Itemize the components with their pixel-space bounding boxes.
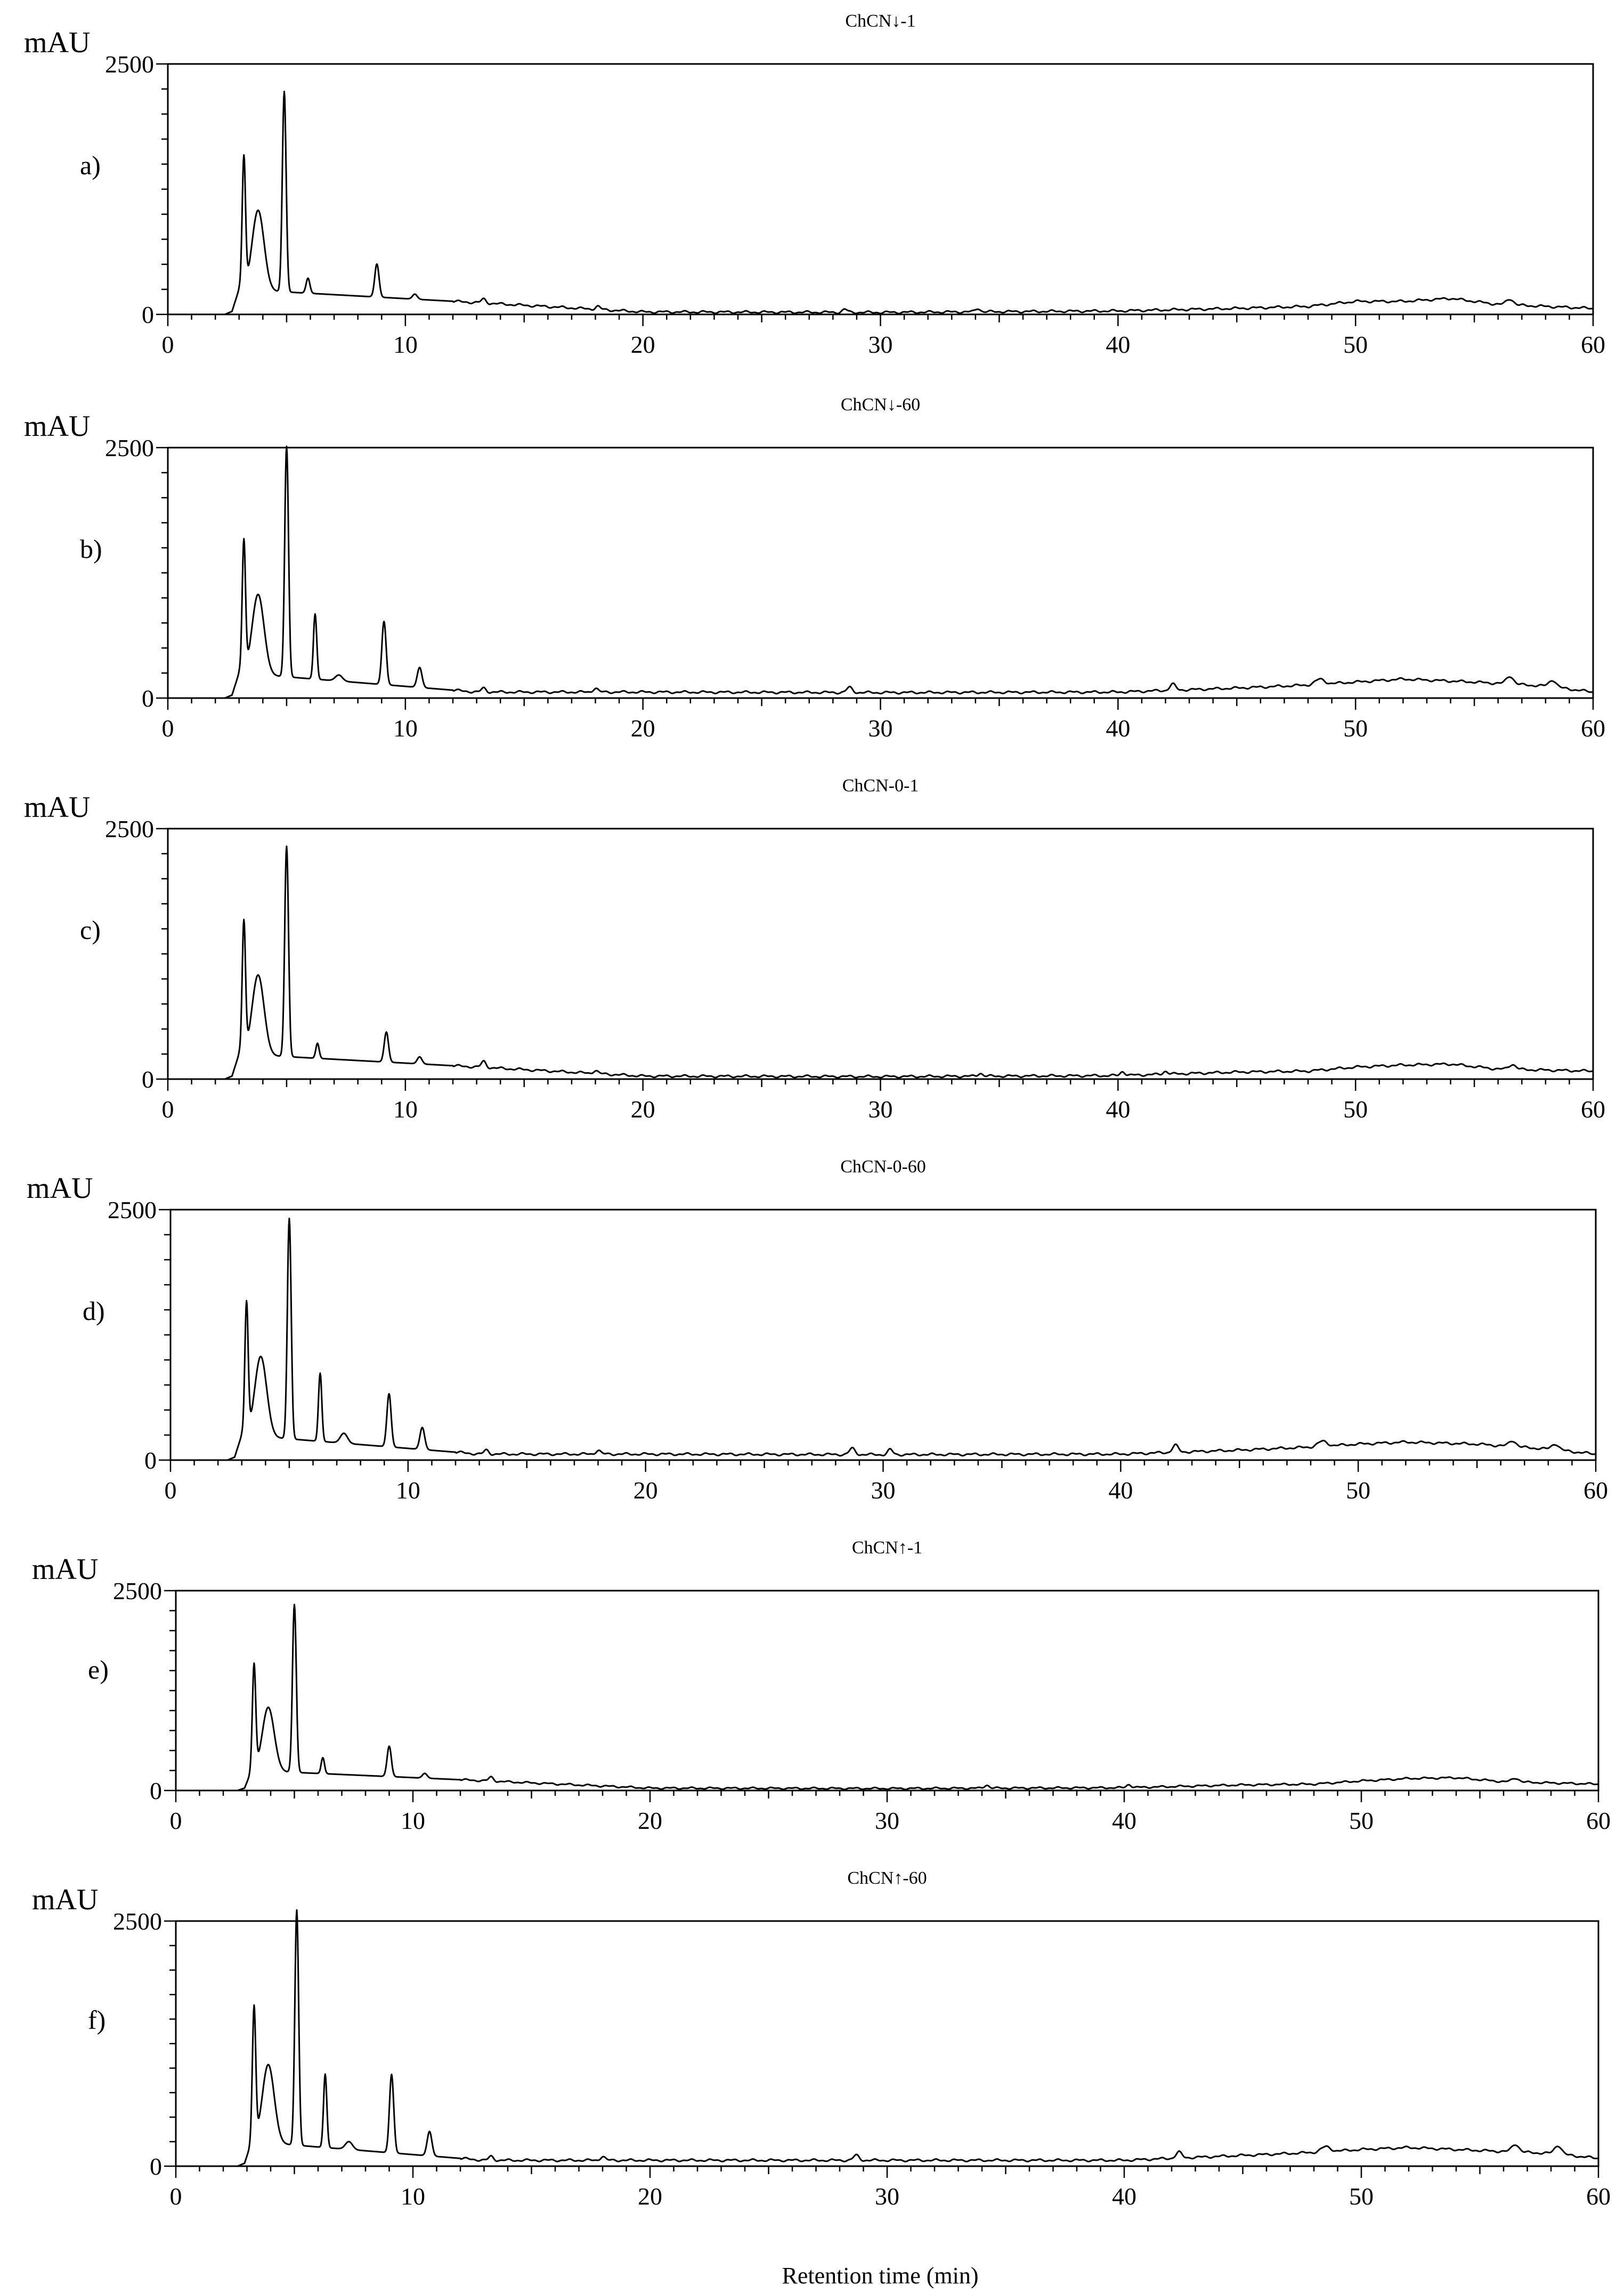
x-tick-label: 50 (1343, 715, 1368, 742)
plot-frame (175, 1920, 1599, 2167)
chromatogram-trace (167, 845, 1594, 1080)
x-tick-label: 50 (1343, 1096, 1368, 1123)
plot-frame (175, 1590, 1599, 1792)
x-tick-label: 60 (1581, 331, 1605, 358)
chart-panel-3: 0 10 20 30 40 50 60 0 2500 mAU c) ChCN-0-1 (24, 776, 1605, 1123)
x-tick-label: 40 (1106, 715, 1130, 742)
x-tick-label: 30 (875, 2183, 899, 2210)
panel-label: f) (88, 2005, 105, 2035)
y-axis-label: mAU (27, 1172, 93, 1205)
x-axis-label: Retention time (min) (782, 2263, 978, 2289)
chromatogram-trace (175, 1909, 1599, 2167)
x-tick-label: 20 (638, 1807, 662, 1834)
y-axis-label: mAU (32, 1883, 98, 1916)
chart-panel-5: 0 10 20 30 40 50 60 0 2500 mAU e) ChCN↑-1 (32, 1538, 1611, 1834)
chromatogram-trace (175, 1603, 1599, 1792)
y-tick-label: 0 (142, 301, 154, 328)
x-tick-label: 60 (1586, 1807, 1611, 1834)
x-tick-label: 30 (875, 1807, 899, 1834)
y-tick-label: 0 (150, 1777, 162, 1804)
x-tick-label: 0 (165, 1477, 177, 1504)
x-tick-label: 0 (162, 331, 174, 358)
x-tick-label: 30 (868, 715, 893, 742)
x-tick-label: 40 (1112, 1807, 1136, 1834)
x-tick-label: 50 (1349, 1807, 1374, 1834)
x-tick-label: 10 (393, 1096, 418, 1123)
x-tick-label: 50 (1349, 2183, 1374, 2210)
panel-label: d) (83, 1296, 105, 1326)
x-tick-label: 20 (631, 1096, 655, 1123)
plot-frame (167, 828, 1594, 1080)
panel-label: a) (80, 150, 101, 180)
y-tick-label: 0 (142, 685, 154, 712)
x-tick-label: 20 (634, 1477, 658, 1504)
chart-title: ChCN↓-60 (841, 395, 920, 415)
y-tick-label: 0 (144, 1447, 157, 1474)
panel-label: c) (80, 915, 101, 945)
y-tick-label: 2500 (113, 1577, 162, 1605)
x-tick-label: 60 (1581, 1096, 1605, 1123)
chart-title: ChCN↓-1 (845, 11, 915, 31)
x-tick-label: 10 (396, 1477, 420, 1504)
x-tick-label: 60 (1586, 2183, 1611, 2210)
y-axis-label: mAU (24, 410, 90, 443)
y-tick-label: 2500 (105, 434, 154, 461)
x-tick-label: 30 (868, 1096, 893, 1123)
chromatogram-trace (167, 91, 1594, 315)
y-tick-label: 0 (150, 2153, 162, 2180)
chart-panel-6: 0 10 20 30 40 50 60 0 2500 mAU f) ChCN↑-60 (32, 1868, 1611, 2210)
x-tick-label: 10 (401, 1807, 425, 1834)
plot-frame (169, 1209, 1597, 1461)
y-axis-label: mAU (32, 1553, 98, 1586)
x-tick-label: 10 (401, 2183, 425, 2210)
y-tick-label: 2500 (113, 1908, 162, 1935)
chart-title: ChCN↑-1 (852, 1538, 922, 1558)
chart-title: ChCN-0-1 (842, 776, 919, 796)
x-tick-label: 0 (170, 2183, 182, 2210)
x-tick-label: 0 (170, 1807, 182, 1834)
y-tick-label: 2500 (105, 815, 154, 842)
x-tick-label: 60 (1581, 715, 1605, 742)
y-axis-label: mAU (24, 791, 90, 824)
chart-panel-4: 0 10 20 30 40 50 60 0 2500 mAU d) ChCN-0-60 (27, 1157, 1608, 1504)
chart-panel-1: 0 10 20 30 40 50 60 0 2500 mAU a) ChCN↓-1 (24, 11, 1605, 358)
chromatogram-trace (167, 445, 1594, 699)
x-tick-label: 20 (638, 2183, 662, 2210)
x-tick-label: 40 (1108, 1477, 1133, 1504)
y-tick-label: 2500 (108, 1196, 157, 1224)
chart-panel-2: 0 10 20 30 40 50 60 0 2500 mAU b) ChCN↓-60 (24, 395, 1605, 742)
chart-title: ChCN-0-60 (840, 1157, 926, 1177)
x-tick-label: 10 (393, 331, 418, 358)
x-tick-label: 0 (162, 1096, 174, 1123)
x-tick-label: 30 (871, 1477, 896, 1504)
x-tick-label: 20 (631, 331, 655, 358)
x-tick-label: 60 (1584, 1477, 1608, 1504)
x-tick-label: 20 (631, 715, 655, 742)
x-tick-label: 40 (1112, 2183, 1136, 2210)
y-tick-label: 0 (142, 1066, 154, 1093)
x-tick-label: 30 (868, 331, 893, 358)
x-tick-label: 10 (393, 715, 418, 742)
panel-label: e) (88, 1655, 109, 1684)
y-axis-label: mAU (24, 26, 90, 59)
plot-frame (167, 63, 1594, 315)
x-tick-label: 40 (1106, 331, 1130, 358)
x-tick-label: 0 (162, 715, 174, 742)
panel-label: b) (80, 534, 102, 564)
x-tick-label: 50 (1346, 1477, 1370, 1504)
chromatogram-trace (170, 1218, 1596, 1461)
y-tick-label: 2500 (105, 51, 154, 78)
x-tick-label: 50 (1343, 331, 1368, 358)
x-tick-label: 40 (1106, 1096, 1130, 1123)
chart-title: ChCN↑-60 (847, 1868, 927, 1888)
